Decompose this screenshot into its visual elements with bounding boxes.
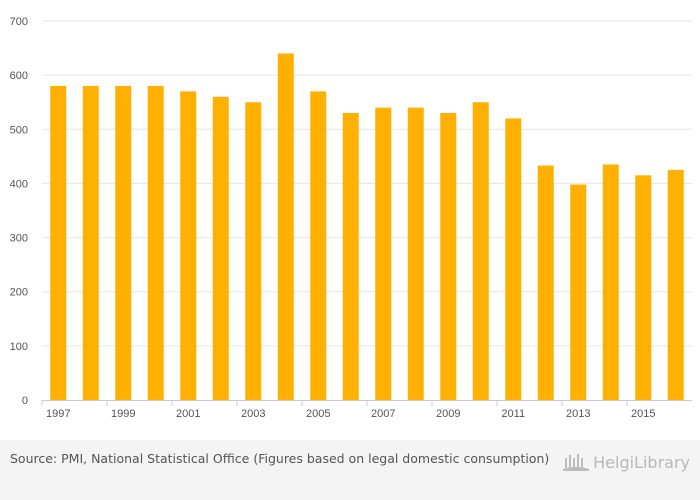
grid-lines: [42, 20, 692, 347]
x-tick-label: 2015: [631, 408, 655, 420]
bar-2007: [375, 107, 392, 400]
x-tick-label: 1997: [46, 408, 70, 420]
bar-2009: [440, 113, 457, 401]
bar-2002: [212, 96, 229, 401]
y-tick-label: 500: [10, 124, 28, 136]
bar-2006: [342, 113, 359, 401]
bar-2004: [277, 53, 294, 400]
bar-1999: [115, 85, 132, 400]
y-tick-label: 200: [10, 287, 28, 299]
x-tick-label: 1999: [111, 408, 135, 420]
bar-2014: [602, 164, 619, 400]
bar-2015: [635, 175, 652, 400]
bar-2005: [310, 91, 327, 400]
y-tick-label: 600: [10, 70, 28, 82]
bar-2011: [505, 118, 522, 400]
bar-chart: 0 100 200 300 400 500 600 700 1997 1999 2001 2003 2…: [10, 16, 692, 420]
bar-2008: [407, 107, 424, 400]
x-tick-label: 2007: [371, 408, 395, 420]
x-tick-label: 2003: [241, 408, 265, 420]
footer: Source: PMI, National Statistical Office…: [0, 440, 700, 500]
bar-2016: [667, 169, 684, 400]
y-axis-tick-labels: 0 100 200 300 400 500 600 700: [10, 16, 28, 407]
logo-text: HelgiLibrary: [593, 452, 690, 472]
x-tick-label: 2001: [176, 408, 200, 420]
bar-2010: [472, 102, 489, 400]
x-tick-label: 2005: [306, 408, 330, 420]
x-tick-label: 2011: [501, 408, 525, 420]
x-axis: [41, 400, 692, 406]
bar-2003: [245, 102, 262, 400]
bar-1997: [50, 85, 67, 400]
y-tick-label: 0: [22, 395, 28, 407]
bar-1998: [82, 85, 99, 400]
x-tick-label: 2009: [436, 408, 460, 420]
bar-2000: [147, 85, 164, 400]
y-tick-label: 300: [10, 233, 28, 245]
bars: [50, 53, 684, 401]
y-tick-label: 100: [10, 341, 28, 353]
source-note: Source: PMI, National Statistical Office…: [10, 451, 550, 466]
y-tick-label: 700: [10, 16, 28, 28]
bar-2012: [537, 165, 554, 400]
bar-2013: [570, 184, 587, 400]
bar-2001: [180, 91, 197, 400]
library-building-icon: [563, 454, 590, 471]
helgilibrary-logo: HelgiLibrary: [563, 452, 690, 472]
y-tick-label: 400: [10, 178, 28, 190]
x-tick-label: 2013: [566, 408, 590, 420]
x-axis-tick-labels: 1997 1999 2001 2003 2005 2007 2009 2011 2013 2015: [46, 408, 655, 420]
